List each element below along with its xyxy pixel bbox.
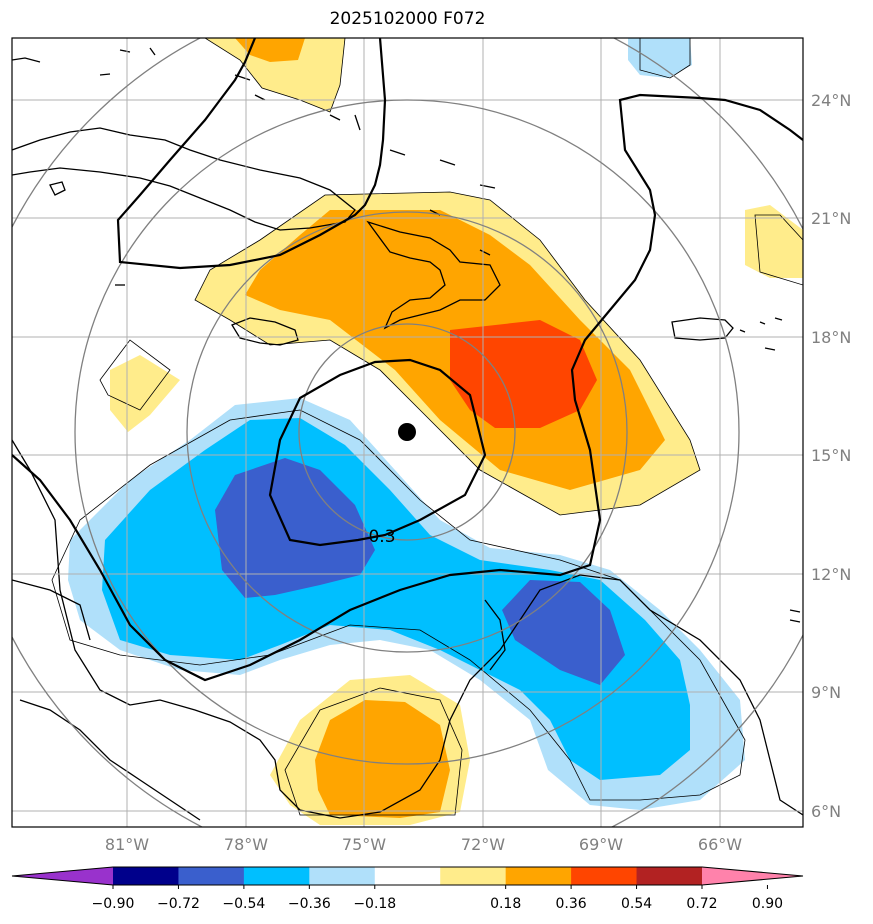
lat-label-21n: 21°N: [811, 209, 851, 228]
thick-contour-storm: [268, 358, 487, 547]
lon-label-75w: 75°W: [342, 835, 386, 854]
negative-shade-level-1: [628, 38, 692, 78]
colorbar-extension-high: [702, 867, 803, 885]
small-island: [49, 181, 66, 196]
colorbar-tick-label: 0.18: [490, 896, 521, 912]
negative-shade-level-3: [502, 580, 625, 685]
colorbar-tick-label: −0.18: [353, 896, 396, 912]
negative-shade-level-3: [215, 458, 375, 598]
florida-coastline: [12, 57, 41, 63]
thick-contour-lines: [12, 38, 803, 682]
thick-contour-ridge: [12, 93, 803, 682]
lon-label-72w: 72°W: [461, 835, 505, 854]
latitude-labels: 24°N 21°N 18°N 15°N 12°N 9°N 6°N: [811, 91, 851, 821]
map-title: 2025102000 F072: [329, 9, 486, 29]
colorbar-cell: [636, 867, 703, 885]
small-island: [479, 249, 491, 256]
range-ring: [298, 323, 516, 541]
lon-label-66w: 66°W: [698, 835, 742, 854]
colorbar-ticks: −0.90 −0.72 −0.54 −0.36 −0.18 0.18 0.36 0.54 0.7…: [92, 885, 783, 912]
colorbar-tick-label: 0.36: [556, 896, 587, 912]
lat-label-12n: 12°N: [811, 565, 851, 584]
negative-anomaly-shading: [68, 38, 745, 810]
lat-label-24n: 24°N: [811, 91, 851, 110]
lon-label-78w: 78°W: [224, 835, 268, 854]
colorbar-tick-label: 0.90: [752, 896, 783, 912]
positive-shade-level-1: [745, 205, 803, 278]
lon-label-81w: 81°W: [105, 835, 149, 854]
map-frame: [11, 37, 804, 828]
colorbar-cell: [243, 867, 310, 885]
jamaica-coastline: [231, 317, 299, 346]
colorbar-tick-label: 0.72: [686, 896, 717, 912]
range-ring: [186, 211, 628, 653]
colorbar-cell: [440, 867, 507, 885]
colorbar-tick-label: 0.54: [621, 896, 652, 912]
colorbar-tick-label: −0.54: [222, 896, 265, 912]
positive-shade-level-2: [315, 700, 450, 818]
contour-value-label: 0.3: [368, 527, 395, 547]
cuba-coastline: [12, 127, 356, 231]
colorbar-cells: [12, 867, 803, 885]
colorbar-extension-low: [12, 867, 113, 885]
lesser-antilles-islands: [739, 317, 801, 623]
colorbar-tick-label: −0.72: [157, 896, 200, 912]
positive-shade-level-1: [205, 38, 345, 112]
range-rings: [12, 38, 803, 827]
lat-label-9n: 9°N: [811, 683, 841, 702]
colorbar-cell: [505, 867, 572, 885]
colorbar-cell: [113, 867, 179, 885]
yucatan-coastline: [12, 579, 91, 641]
lat-label-6n: 6°N: [811, 802, 841, 821]
lat-label-15n: 15°N: [811, 446, 851, 465]
positive-anomaly-shading: [110, 38, 803, 825]
range-ring: [74, 99, 740, 765]
colorbar-cell: [309, 867, 376, 885]
central-american-coastline: [19, 699, 201, 821]
puerto-rico-coastline: [671, 317, 734, 341]
colorbar-tick-label: −0.90: [92, 896, 135, 912]
colorbar-cell: [571, 867, 638, 885]
lat-label-18n: 18°N: [811, 328, 851, 347]
colorbar-tick-label: −0.36: [288, 896, 331, 912]
storm-center-marker: [398, 423, 416, 441]
bahamas-islands: [99, 47, 496, 216]
longitude-labels: 81°W 78°W 75°W 72°W 69°W 66°W: [105, 835, 742, 854]
lon-label-69w: 69°W: [579, 835, 623, 854]
colorbar-cell: [178, 867, 245, 885]
colorbar: −0.90 −0.72 −0.54 −0.36 −0.18 0.18 0.36 0.54 0.7…: [11, 866, 804, 912]
hispaniola-coastline: [366, 220, 501, 330]
lake-coastline: [484, 599, 506, 671]
colorbar-cell: [374, 867, 441, 885]
map-area: 0.3: [12, 38, 803, 827]
positive-shade-level-3: [450, 320, 597, 428]
gridlines: [12, 38, 803, 827]
thick-contour-north: [116, 38, 387, 270]
